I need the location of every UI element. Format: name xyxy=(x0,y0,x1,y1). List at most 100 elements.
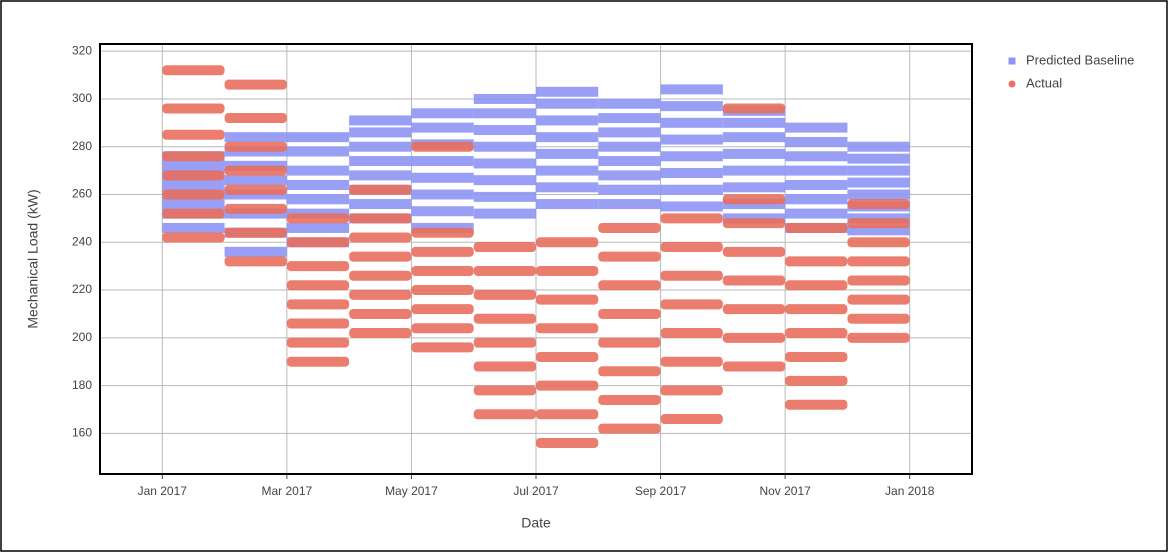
point xyxy=(224,256,287,267)
point xyxy=(536,115,599,126)
point xyxy=(847,225,910,236)
point xyxy=(660,270,723,281)
point xyxy=(660,117,723,128)
x-tick-label: Nov 2017 xyxy=(759,484,811,498)
point xyxy=(660,201,723,212)
y-tick-label: 300 xyxy=(72,91,92,105)
point xyxy=(536,165,599,176)
point xyxy=(162,129,225,140)
point xyxy=(473,141,536,152)
point xyxy=(349,115,412,126)
point xyxy=(473,175,536,186)
point xyxy=(598,394,661,405)
point xyxy=(536,323,599,334)
point xyxy=(847,294,910,305)
x-tick-label: Sep 2017 xyxy=(635,484,687,498)
point xyxy=(785,222,848,233)
point xyxy=(722,218,786,229)
point xyxy=(660,242,723,253)
point xyxy=(286,261,350,272)
y-axis-label: Mechanical Load (kW) xyxy=(25,189,41,328)
point xyxy=(598,199,661,210)
point xyxy=(162,160,225,171)
point xyxy=(785,179,848,190)
point xyxy=(224,165,287,176)
point xyxy=(349,170,412,181)
point xyxy=(411,206,474,217)
point xyxy=(411,304,474,315)
point xyxy=(722,275,786,286)
point xyxy=(660,151,723,162)
point xyxy=(286,132,350,143)
point xyxy=(411,342,474,353)
y-tick-label: 280 xyxy=(72,139,92,153)
point xyxy=(598,113,661,124)
point xyxy=(411,141,474,152)
series xyxy=(162,65,910,448)
point xyxy=(536,409,599,420)
point xyxy=(473,313,536,324)
point xyxy=(536,86,599,97)
point xyxy=(473,385,536,396)
point xyxy=(598,308,661,319)
point xyxy=(473,108,536,119)
point xyxy=(722,182,786,193)
point xyxy=(536,98,599,109)
point xyxy=(473,289,536,300)
point xyxy=(286,194,350,205)
point xyxy=(785,165,848,176)
point xyxy=(598,366,661,377)
point xyxy=(660,84,723,95)
point xyxy=(660,385,723,396)
point xyxy=(785,151,848,162)
point xyxy=(598,423,661,434)
point xyxy=(286,213,350,224)
point xyxy=(660,414,723,425)
point xyxy=(286,356,350,367)
point xyxy=(349,141,412,152)
point xyxy=(847,165,910,176)
point xyxy=(536,199,599,210)
y-tick-label: 320 xyxy=(72,43,92,57)
point xyxy=(598,170,661,181)
point xyxy=(847,141,910,152)
point xyxy=(598,280,661,291)
point xyxy=(162,222,225,233)
point xyxy=(224,79,287,90)
point xyxy=(598,337,661,348)
point xyxy=(473,208,536,219)
point xyxy=(536,351,599,362)
point xyxy=(224,203,287,214)
point xyxy=(536,294,599,305)
point xyxy=(847,332,910,343)
point xyxy=(785,208,848,219)
point xyxy=(162,199,225,210)
point xyxy=(847,237,910,248)
point xyxy=(473,337,536,348)
legend-label: Actual xyxy=(1026,75,1062,90)
point xyxy=(536,437,599,448)
point xyxy=(785,280,848,291)
point xyxy=(536,380,599,391)
point xyxy=(286,299,350,310)
point xyxy=(162,170,225,181)
point xyxy=(349,270,412,281)
point xyxy=(411,265,474,276)
point xyxy=(162,151,225,162)
point xyxy=(660,356,723,367)
point xyxy=(286,165,350,176)
point xyxy=(411,285,474,296)
point xyxy=(349,328,412,339)
point xyxy=(847,177,910,188)
point xyxy=(598,98,661,109)
point xyxy=(224,132,287,143)
point xyxy=(349,156,412,167)
point xyxy=(660,184,723,195)
point xyxy=(785,328,848,339)
point xyxy=(224,227,287,238)
point xyxy=(660,299,723,310)
point xyxy=(785,351,848,362)
